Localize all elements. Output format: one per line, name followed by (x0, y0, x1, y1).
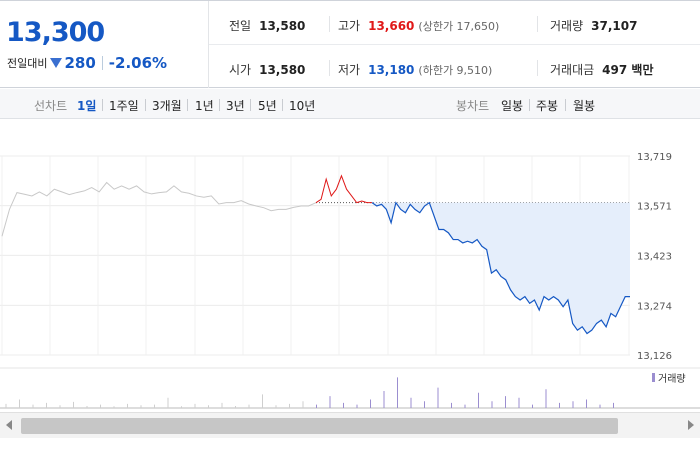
day-low: 저가 13,180 (하한가 9,510) (338, 61, 492, 78)
candle-tab-weekly[interactable]: 주봉 (536, 99, 559, 113)
divider (537, 16, 538, 32)
chart-canvas: 13,719 13,571 13,423 13,274 13,126 거래량 (0, 152, 700, 409)
y-tick-label: 13,274 (637, 301, 672, 312)
line-chart-label: 선차트 (34, 99, 68, 113)
up-series-line (315, 174, 372, 204)
chart-scrollbar[interactable] (0, 412, 700, 438)
divider (537, 60, 538, 76)
divider (187, 99, 188, 111)
divider (329, 16, 330, 32)
low-label: 저가 (338, 63, 361, 77)
open-value: 13,580 (259, 63, 306, 77)
y-tick-label: 13,571 (637, 202, 672, 213)
row-divider (209, 44, 700, 45)
scroll-left-icon[interactable] (6, 420, 12, 430)
divider (145, 99, 146, 111)
period-tab-10y[interactable]: 10년 (289, 99, 316, 113)
amount-value: 497 백만 (602, 63, 654, 77)
y-tick-label: 13,126 (637, 351, 672, 362)
price-summary: 13,300 전일대비 280 -2.06% 전일 13,580 고가 13,660… (0, 0, 700, 88)
candle-chart-label: 봉차트 (456, 99, 490, 113)
open-label: 시가 (229, 63, 252, 77)
change-percent: -2.06% (108, 54, 168, 72)
volume-legend-swatch (652, 373, 655, 382)
divider (282, 99, 283, 111)
prev-series-line (1, 181, 317, 237)
candle-tab-monthly[interactable]: 월봉 (573, 99, 596, 113)
divider (101, 56, 103, 70)
divider (219, 99, 220, 111)
chart-toolbar: 선차트 1일 1주일 3개월 1년 3년 5년 10년 봉차트 일봉 주봉 월봉 (0, 89, 700, 119)
prev-close-value: 13,580 (259, 19, 306, 33)
prev-close-label: 전일 (229, 19, 252, 33)
current-price-box: 13,300 전일대비 280 -2.06% (0, 1, 209, 88)
price-chart: 13,719 13,571 13,423 13,274 13,126 거래량 (0, 120, 700, 410)
divider (529, 99, 530, 111)
amount-label: 거래대금 (550, 63, 595, 77)
upper-limit: (상한가 17,650) (418, 20, 500, 33)
y-tick-label: 13,423 (637, 251, 672, 262)
divider (565, 99, 566, 111)
high-label: 고가 (338, 19, 361, 33)
period-tab-5y[interactable]: 5년 (258, 99, 277, 113)
prev-close: 전일 13,580 (229, 17, 305, 34)
trade-amount: 거래대금 497 백만 (550, 61, 653, 78)
high-value: 13,660 (368, 19, 415, 33)
change-value: 280 (64, 54, 96, 72)
change-row: 전일대비 280 -2.06% (7, 54, 167, 72)
y-tick-label: 13,719 (637, 152, 672, 163)
low-value: 13,180 (368, 63, 415, 77)
period-tab-1d[interactable]: 1일 (77, 99, 97, 113)
divider (250, 99, 251, 111)
volume-legend-label: 거래량 (658, 373, 686, 385)
down-triangle-icon (50, 58, 63, 68)
period-tab-3m[interactable]: 3개월 (152, 99, 182, 113)
change-label: 전일대비 (7, 57, 48, 70)
scroll-thumb[interactable] (21, 418, 618, 434)
period-tab-1y[interactable]: 1년 (195, 99, 214, 113)
open-price: 시가 13,580 (229, 61, 305, 78)
volume-value: 37,107 (591, 19, 638, 33)
scroll-right-icon[interactable] (688, 420, 694, 430)
down-area-fill (372, 202, 630, 334)
lower-limit: (하한가 9,510) (418, 64, 493, 77)
divider (329, 60, 330, 76)
volume: 거래량 37,107 (550, 17, 637, 34)
candle-tab-daily[interactable]: 일봉 (501, 99, 524, 113)
volume-label: 거래량 (550, 19, 584, 33)
down-series-line (371, 201, 630, 335)
period-tab-1w[interactable]: 1주일 (109, 99, 139, 113)
period-tab-3y[interactable]: 3년 (226, 99, 245, 113)
current-price: 13,300 (6, 17, 105, 48)
day-high: 고가 13,660 (상한가 17,650) (338, 17, 499, 34)
divider (102, 99, 103, 111)
